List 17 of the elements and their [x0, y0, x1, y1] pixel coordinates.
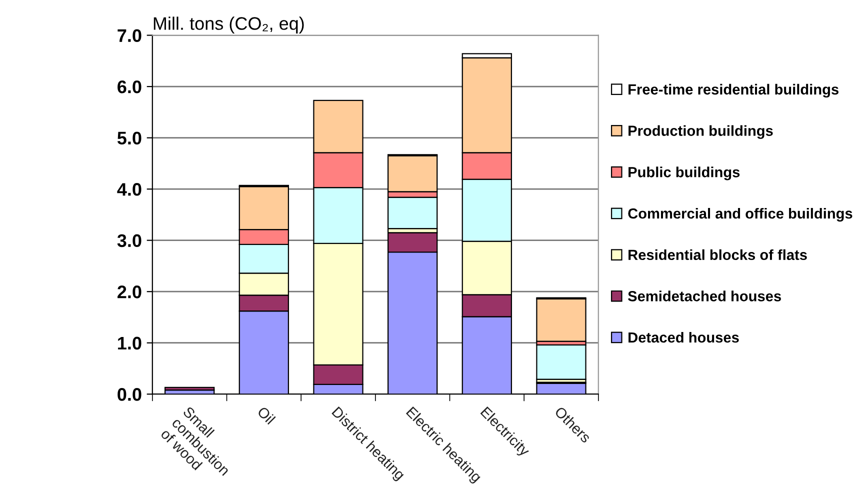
y-tick-label: 4.0: [117, 183, 142, 196]
y-tick-label: 5.0: [117, 132, 142, 145]
y-tick-label: 6.0: [118, 80, 142, 94]
legend-label: Production buildings: [628, 125, 773, 139]
y-tick-label: 1.0: [118, 336, 142, 350]
y-axis-title: Mill. tons (CO₂, eq): [154, 16, 304, 34]
y-tick-label: 3.0: [117, 234, 142, 248]
legend-label: Free-time residential buildings: [628, 84, 838, 98]
y-tick-label: 0.0: [118, 388, 142, 401]
x-tick-label: Oil: [256, 406, 276, 425]
legend-label: Residential blocks of flats: [628, 249, 807, 260]
y-tick-label: 7.0: [118, 29, 142, 42]
legend-label: Commercial and office buildings: [628, 208, 852, 222]
legend-label: Detaced houses: [628, 332, 739, 343]
legend-label: Semidetached houses: [628, 290, 781, 302]
legend-label: Public buildings: [628, 166, 740, 180]
y-tick-label: 2.0: [118, 286, 142, 298]
